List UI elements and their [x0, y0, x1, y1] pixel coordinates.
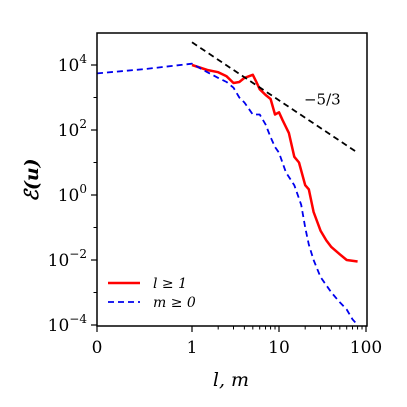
plot-frame: [96, 32, 368, 327]
y-ticks: 10−4 10−2 100 102 104: [48, 52, 97, 336]
y-tick-label: 102: [58, 117, 87, 141]
legend: l ≥ 1 m ≥ 0: [108, 276, 196, 311]
series-layer: [97, 41, 359, 326]
x-axis-label: l, m: [213, 369, 249, 391]
series-line-1: [191, 63, 358, 263]
slope-annotation: −5/3: [304, 91, 341, 109]
x-tick-label: 10: [268, 338, 290, 358]
y-tick-label: 104: [58, 52, 88, 76]
y-axis-label: ℰ(u): [21, 158, 43, 201]
legend-label: m ≥ 0: [153, 295, 196, 311]
series-line-2: [97, 62, 359, 326]
x-tick-label: 0: [92, 338, 103, 358]
x-tick-label: 100: [350, 338, 382, 358]
y-tick-label: 100: [58, 182, 87, 206]
y-tick-label: 10−2: [48, 247, 87, 271]
x-tick-label: 1: [187, 338, 198, 358]
x-ticks: 0 1 10 100: [92, 326, 382, 358]
y-tick-label: 10−4: [48, 312, 88, 336]
slope-reference-line: [191, 41, 359, 154]
legend-label: l ≥ 1: [153, 276, 187, 292]
